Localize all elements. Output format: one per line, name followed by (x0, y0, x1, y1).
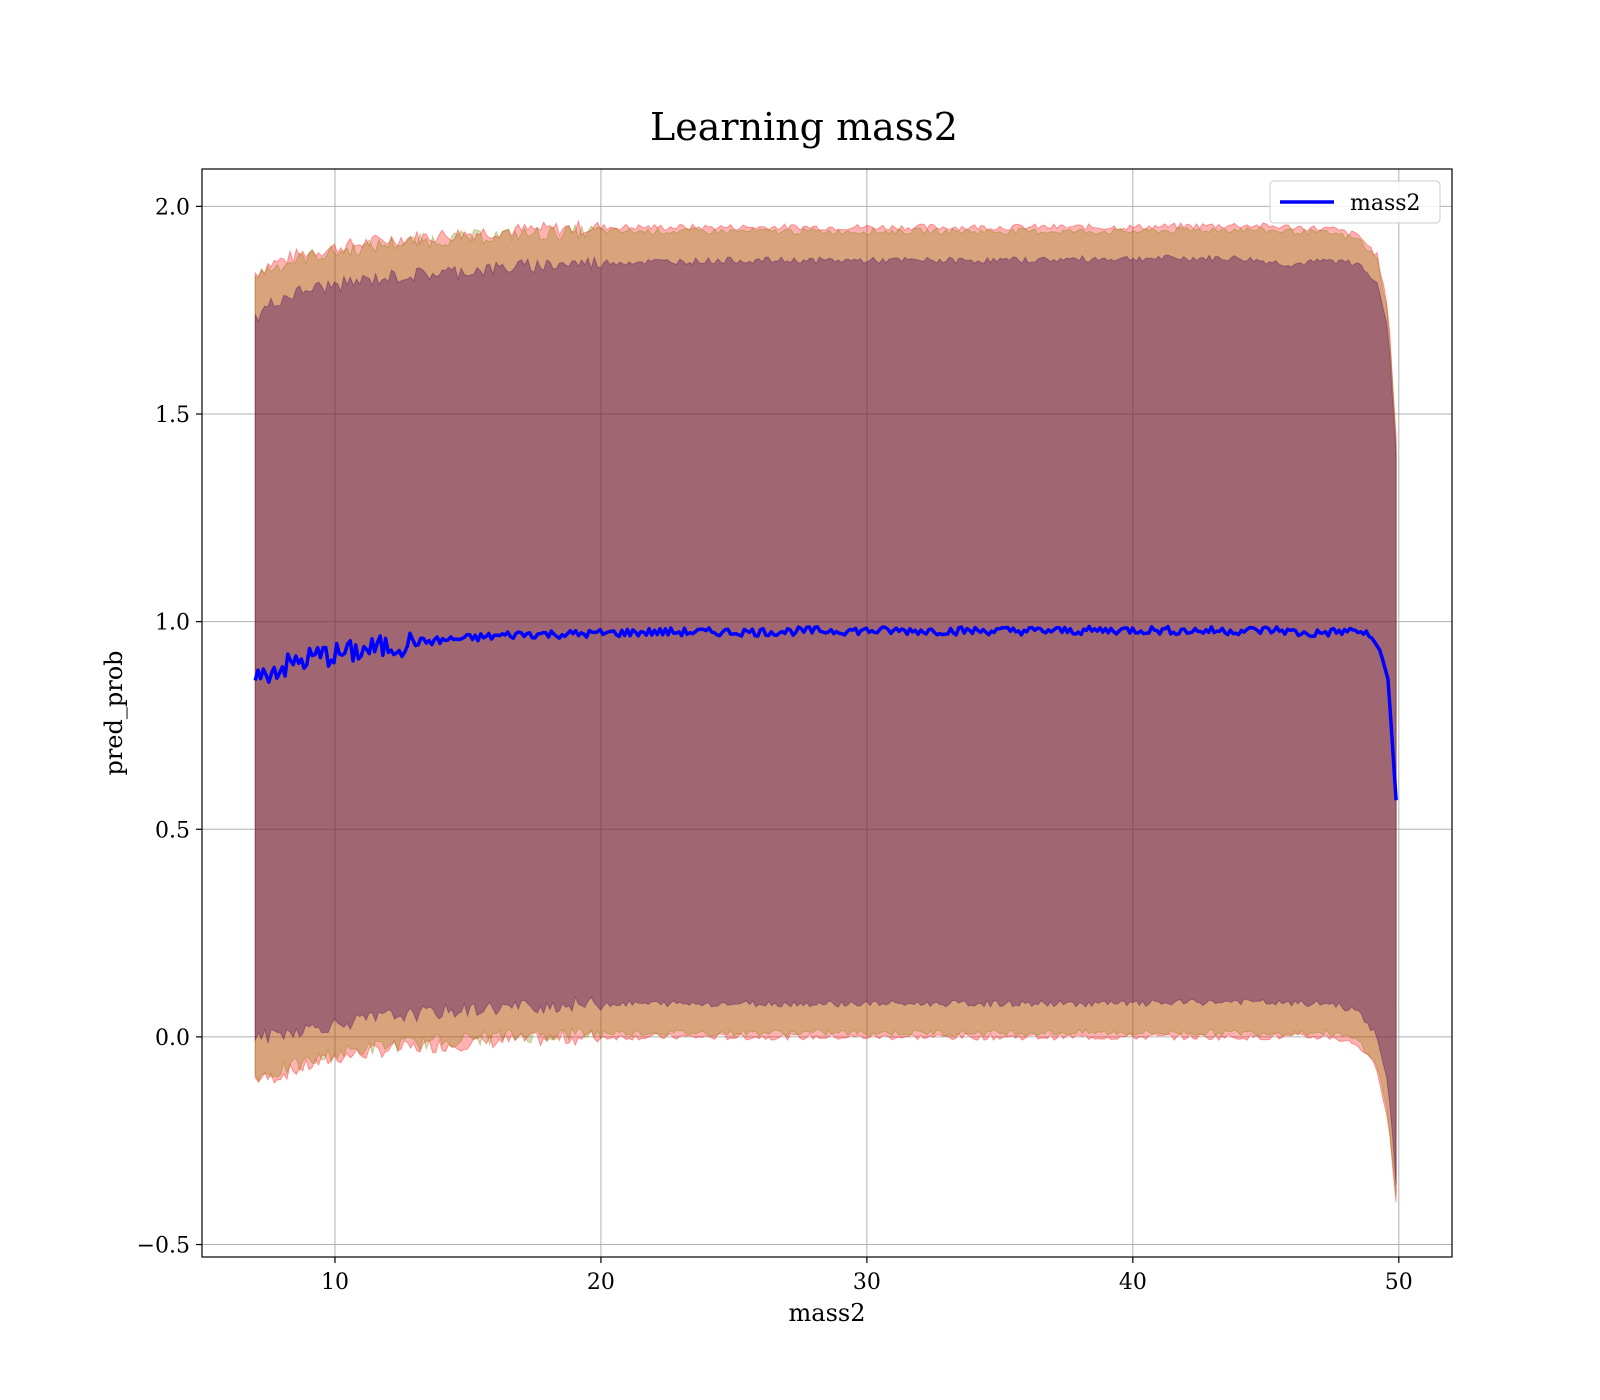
y-tick-label: 0.0 (155, 1026, 190, 1051)
confidence-bands (254, 219, 1397, 1203)
x-gridlines (334, 169, 1400, 1257)
x-axis-label: mass2 (789, 1299, 866, 1327)
x-axis-ticks: 10 20 30 40 50 (321, 1257, 1413, 1295)
y-axis-label: pred_prob (100, 650, 128, 775)
legend-label-mass2: mass2 (1350, 191, 1421, 216)
y-tick-label: −0.5 (137, 1234, 190, 1259)
x-tick-label: 50 (1385, 1270, 1413, 1295)
legend-box (1269, 180, 1441, 224)
confidence-band-2 (254, 254, 1397, 1185)
y-tick-label: 2.0 (155, 195, 190, 220)
series-line-mass2 (253, 624, 1398, 801)
y-axis-ticks: −0.5 0.0 0.5 1.0 1.5 2.0 (137, 195, 202, 1259)
y-tick-label: 0.5 (155, 818, 190, 843)
y-tick-label: 1.0 (155, 611, 190, 636)
confidence-band-0 (254, 219, 1397, 1203)
series-lines (253, 624, 1398, 801)
x-tick-label: 30 (853, 1270, 881, 1295)
x-tick-label: 40 (1119, 1270, 1147, 1295)
chart-title: Learning mass2 (650, 105, 958, 149)
legend: mass2 (1269, 180, 1441, 224)
y-tick-label: 1.5 (155, 403, 190, 428)
plot-area (201, 168, 1453, 1258)
confidence-band-1 (254, 223, 1397, 1196)
x-tick-label: 10 (321, 1270, 349, 1295)
x-tick-label: 20 (587, 1270, 615, 1295)
plot-frame (201, 168, 1453, 1258)
y-gridlines (202, 205, 1452, 1246)
